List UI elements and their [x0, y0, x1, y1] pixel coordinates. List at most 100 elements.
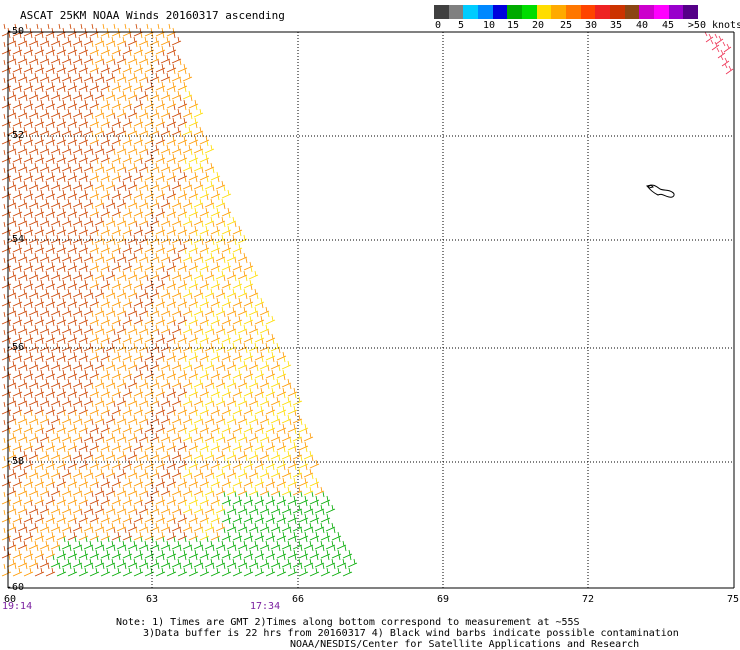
- wind-barb: [94, 248, 105, 262]
- wind-barb: [166, 365, 177, 379]
- wind-barb: [270, 500, 281, 514]
- wind-barb: [105, 446, 116, 460]
- wind-barb: [78, 185, 89, 199]
- wind-barb: [226, 410, 237, 424]
- wind-barb: [100, 167, 111, 181]
- wind-barb: [171, 374, 182, 388]
- wind-barb: [724, 63, 734, 75]
- wind-barb: [83, 392, 94, 406]
- wind-barb: [50, 374, 61, 388]
- wind-barb: [116, 500, 127, 514]
- wind-barb: [199, 293, 210, 307]
- wind-barb-layer: [1, 23, 734, 577]
- wind-barb: [122, 203, 133, 217]
- wind-barb: [67, 77, 78, 91]
- wind-barb: [199, 221, 210, 235]
- wind-barb: [193, 302, 204, 316]
- wind-barb: [105, 410, 116, 424]
- wind-barb: [116, 68, 127, 82]
- wind-barb: [138, 302, 149, 316]
- wind-barb: [720, 55, 730, 67]
- wind-barb: [39, 428, 50, 442]
- wind-barb: [155, 41, 166, 55]
- wind-barb: [204, 356, 215, 370]
- wind-barb: [138, 392, 149, 406]
- wind-barb: [111, 545, 122, 559]
- wind-barb: [127, 428, 138, 442]
- wind-barb: [182, 158, 193, 172]
- wind-barb: [72, 554, 83, 568]
- wind-barb: [237, 356, 248, 370]
- wind-barb: [166, 491, 177, 505]
- wind-barb: [188, 167, 199, 181]
- wind-barb: [171, 392, 182, 406]
- wind-barb: [61, 464, 72, 478]
- wind-barb: [17, 266, 28, 280]
- wind-barb: [78, 329, 89, 343]
- wind-barb: [12, 275, 23, 289]
- wind-barb: [12, 401, 23, 415]
- wind-barb: [45, 95, 56, 109]
- wind-barb: [127, 176, 138, 190]
- wind-barb: [215, 302, 226, 316]
- wind-barb: [111, 257, 122, 271]
- wind-barb: [100, 329, 111, 343]
- wind-barb: [116, 212, 127, 226]
- wind-barb: [138, 374, 149, 388]
- wind-barb: [122, 23, 133, 37]
- wind-barb: [188, 419, 199, 433]
- wind-barb: [171, 212, 182, 226]
- wind-barb: [23, 185, 34, 199]
- wind-barb: [39, 104, 50, 118]
- wind-barb: [105, 86, 116, 100]
- wind-barb: [133, 41, 144, 55]
- wind-barb: [259, 464, 270, 478]
- wind-barb: [226, 284, 237, 298]
- wind-barb: [342, 545, 353, 559]
- wind-barb: [254, 491, 265, 505]
- wind-barb: [61, 86, 72, 100]
- wind-barb: [243, 491, 254, 505]
- wind-barb: [226, 266, 237, 280]
- wind-barb: [122, 311, 133, 325]
- wind-barb: [270, 374, 281, 388]
- wind-barb: [281, 554, 292, 568]
- wind-barb: [226, 248, 237, 262]
- wind-barb: [127, 392, 138, 406]
- wind-barb: [237, 464, 248, 478]
- wind-barb: [177, 113, 188, 127]
- wind-barb: [276, 527, 287, 541]
- wind-barb: [210, 473, 221, 487]
- wind-barb: [12, 239, 23, 253]
- wind-barb: [133, 293, 144, 307]
- colorbar-label: 5: [457, 20, 465, 31]
- wind-barb: [204, 428, 215, 442]
- wind-barb: [111, 203, 122, 217]
- wind-barb: [155, 221, 166, 235]
- wind-barb: [243, 527, 254, 541]
- wind-barb: [83, 554, 94, 568]
- wind-barb: [50, 518, 61, 532]
- wind-barb: [270, 410, 281, 424]
- wind-barb: [155, 311, 166, 325]
- wind-barb: [248, 356, 259, 370]
- wind-barb: [56, 365, 67, 379]
- wind-barb: [122, 59, 133, 73]
- wind-barb: [199, 437, 210, 451]
- wind-barb: [133, 257, 144, 271]
- wind-barb: [12, 545, 23, 559]
- wind-barb: [133, 437, 144, 451]
- wind-barb: [155, 275, 166, 289]
- wind-barb: [160, 86, 171, 100]
- colorbar-segment: [551, 5, 567, 19]
- wind-barb: [166, 221, 177, 235]
- wind-barb: [210, 545, 221, 559]
- wind-barb: [226, 302, 237, 316]
- wind-barb: [17, 104, 28, 118]
- wind-barb: [149, 374, 160, 388]
- wind-barb: [94, 230, 105, 244]
- wind-barb: [50, 68, 61, 82]
- wind-barb: [188, 545, 199, 559]
- wind-barb: [210, 419, 221, 433]
- wind-barb: [188, 437, 199, 451]
